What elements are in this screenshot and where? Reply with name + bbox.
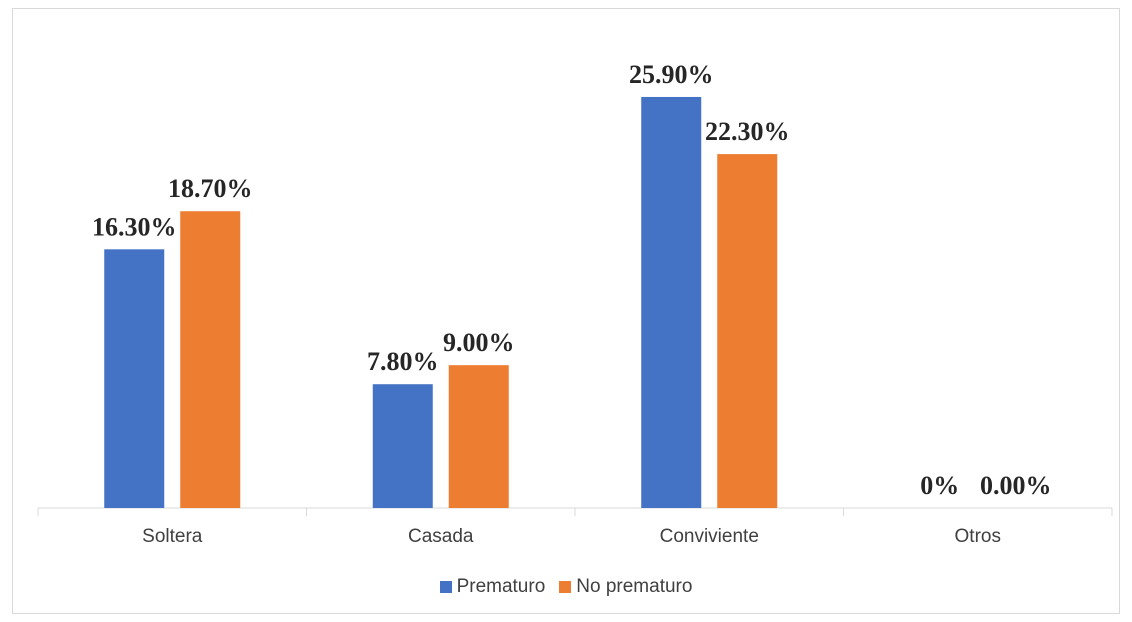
data-label-no-prematuro-conviviente: 22.30% [705, 117, 790, 146]
data-label-no-prematuro-casada: 9.00% [443, 328, 515, 357]
bar-prematuro-conviviente [641, 96, 702, 508]
legend-item-no-prematuro: No prematuro [559, 576, 692, 598]
x-tick-label-casada: Casada [408, 526, 474, 547]
x-tick-label-soltera: Soltera [142, 526, 203, 547]
data-label-prematuro-otros: 0% [920, 471, 959, 500]
bar-no-prematuro-conviviente [717, 154, 778, 508]
legend-item-prematuro: Prematuro [439, 576, 546, 598]
data-label-no-prematuro-soltera: 18.70% [168, 174, 253, 203]
bar-prematuro-casada [372, 384, 433, 508]
legend-swatch-prematuro [439, 581, 452, 593]
data-label-prematuro-conviviente: 25.90% [629, 60, 714, 89]
bar-no-prematuro-casada [448, 365, 509, 508]
legend-label-prematuro: Prematuro [456, 576, 546, 597]
bar-no-prematuro-soltera [180, 211, 241, 508]
bar-prematuro-soltera [104, 249, 165, 508]
legend: Prematuro No prematuro [0, 576, 1132, 598]
data-label-prematuro-casada: 7.80% [367, 347, 439, 376]
data-label-prematuro-soltera: 16.30% [92, 212, 177, 241]
x-tick-label-otros: Otros [955, 526, 1001, 547]
x-tick-label-conviviente: Conviviente [660, 526, 759, 547]
data-label-no-prematuro-otros: 0.00% [980, 471, 1052, 500]
legend-swatch-no-prematuro [559, 581, 572, 593]
legend-label-no-prematuro: No prematuro [576, 576, 693, 597]
